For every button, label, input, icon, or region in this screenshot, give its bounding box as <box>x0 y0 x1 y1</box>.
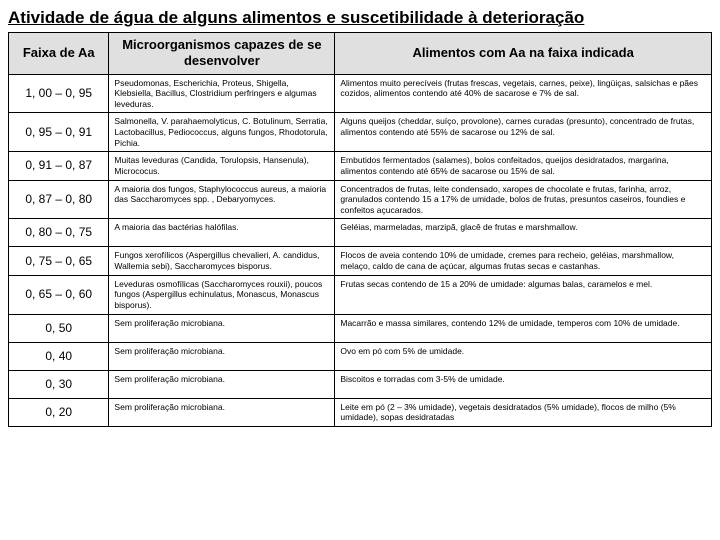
cell-micro: Salmonella, V. parahaemolyticus, C. Botu… <box>109 113 335 152</box>
table-row: 0, 65 – 0, 60Leveduras osmofílicas (Sacc… <box>9 275 712 314</box>
cell-foods: Leite em pó (2 – 3% umidade), vegetais d… <box>335 398 712 426</box>
cell-range: 1, 00 – 0, 95 <box>9 74 109 113</box>
cell-range: 0, 30 <box>9 370 109 398</box>
cell-micro: Sem proliferação microbiana. <box>109 370 335 398</box>
cell-micro: Muitas leveduras (Candida, Torulopsis, H… <box>109 152 335 180</box>
cell-foods: Concentrados de frutas, leite condensado… <box>335 180 712 219</box>
cell-micro: Leveduras osmofílicas (Saccharomyces rou… <box>109 275 335 314</box>
cell-foods: Embutidos fermentados (salames), bolos c… <box>335 152 712 180</box>
header-micro: Microorganismos capazes de se desenvolve… <box>109 33 335 75</box>
table-row: 0, 30Sem proliferação microbiana.Biscoit… <box>9 370 712 398</box>
cell-micro: Sem proliferação microbiana. <box>109 342 335 370</box>
cell-foods: Alguns queijos (cheddar, suíço, provolon… <box>335 113 712 152</box>
cell-range: 0, 87 – 0, 80 <box>9 180 109 219</box>
table-row: 0, 80 – 0, 75A maioria das bactérias hal… <box>9 219 712 247</box>
cell-micro: Sem proliferação microbiana. <box>109 314 335 342</box>
cell-range: 0, 75 – 0, 65 <box>9 247 109 275</box>
cell-foods: Alimentos muito perecíveis (frutas fresc… <box>335 74 712 113</box>
cell-micro: Pseudomonas, Escherichia, Proteus, Shige… <box>109 74 335 113</box>
cell-foods: Flocos de aveia contendo 10% de umidade,… <box>335 247 712 275</box>
table-row: 1, 00 – 0, 95Pseudomonas, Escherichia, P… <box>9 74 712 113</box>
cell-foods: Macarrão e massa similares, contendo 12%… <box>335 314 712 342</box>
header-range: Faixa de Aa <box>9 33 109 75</box>
cell-foods: Geléias, marmeladas, marzipã, glacê de f… <box>335 219 712 247</box>
cell-micro: A maioria das bactérias halófilas. <box>109 219 335 247</box>
table-row: 0, 50Sem proliferação microbiana.Macarrã… <box>9 314 712 342</box>
cell-range: 0, 50 <box>9 314 109 342</box>
table-row: 0, 95 – 0, 91Salmonella, V. parahaemolyt… <box>9 113 712 152</box>
cell-range: 0, 40 <box>9 342 109 370</box>
cell-range: 0, 91 – 0, 87 <box>9 152 109 180</box>
table-row: 0, 40Sem proliferação microbiana.Ovo em … <box>9 342 712 370</box>
cell-range: 0, 20 <box>9 398 109 426</box>
page-title: Atividade de água de alguns alimentos e … <box>8 8 712 28</box>
water-activity-table: Faixa de Aa Microorganismos capazes de s… <box>8 32 712 427</box>
cell-range: 0, 65 – 0, 60 <box>9 275 109 314</box>
cell-micro: A maioria dos fungos, Staphylococcus aur… <box>109 180 335 219</box>
table-row: 0, 87 – 0, 80A maioria dos fungos, Staph… <box>9 180 712 219</box>
cell-micro: Fungos xerofílicos (Aspergillus chevalie… <box>109 247 335 275</box>
cell-foods: Frutas secas contendo de 15 a 20% de umi… <box>335 275 712 314</box>
cell-foods: Biscoitos e torradas com 3-5% de umidade… <box>335 370 712 398</box>
header-foods: Alimentos com Aa na faixa indicada <box>335 33 712 75</box>
table-row: 0, 91 – 0, 87Muitas leveduras (Candida, … <box>9 152 712 180</box>
cell-range: 0, 95 – 0, 91 <box>9 113 109 152</box>
cell-range: 0, 80 – 0, 75 <box>9 219 109 247</box>
cell-foods: Ovo em pó com 5% de umidade. <box>335 342 712 370</box>
table-row: 0, 20Sem proliferação microbiana.Leite e… <box>9 398 712 426</box>
table-row: 0, 75 – 0, 65Fungos xerofílicos (Aspergi… <box>9 247 712 275</box>
cell-micro: Sem proliferação microbiana. <box>109 398 335 426</box>
